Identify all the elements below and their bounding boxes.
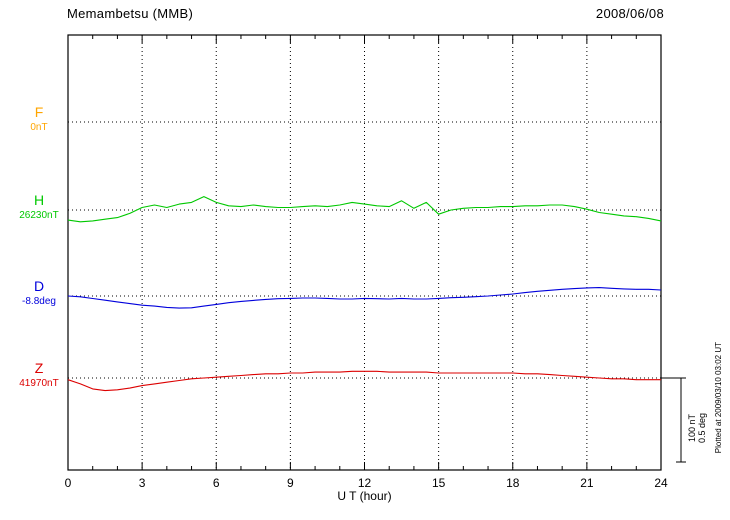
series-label-D: D -8.8deg (10, 278, 68, 308)
x-tick-label-15: 15 (432, 476, 446, 490)
x-axis-label: U T (hour) (337, 489, 392, 503)
series-label-Z: Z 41970nT (10, 360, 68, 390)
plot-frame (67, 34, 662, 471)
scale-bar-label: 100 nT 0.5 deg (687, 396, 707, 460)
scale-bar-deg-label: 0.5 deg (697, 412, 707, 444)
trace-D (67, 287, 662, 309)
x-tick-label-12: 12 (358, 476, 372, 490)
plotted-at-note: Plotted at 2009/03/10 03:02 UT (714, 342, 723, 454)
x-tick-label-21: 21 (580, 476, 594, 490)
series-baseline-F: 0nT (30, 122, 48, 133)
series-letter-Z: Z (34, 360, 44, 376)
trace-H (67, 196, 662, 223)
series-letter-F: F (34, 104, 44, 120)
series-baseline-Z: 41970nT (19, 378, 59, 389)
series-label-H: H 26230nT (10, 192, 68, 222)
x-tick-label-18: 18 (506, 476, 520, 490)
x-tick-label-3: 3 (139, 476, 146, 490)
station-title: Memambetsu (MMB) (67, 6, 194, 21)
plot-date: 2008/06/08 (595, 6, 664, 21)
series-baseline-H: 26230nT (19, 210, 59, 221)
trace-Z (67, 370, 661, 392)
x-tick-label-9: 9 (287, 476, 294, 490)
series-baseline-D: -8.8deg (22, 296, 56, 307)
series-letter-D: D (33, 278, 45, 294)
series-letter-H: H (33, 192, 45, 208)
x-tick-label-0: 0 (65, 476, 72, 490)
x-tick-label-6: 6 (213, 476, 220, 490)
x-tick-label-24: 24 (654, 476, 668, 490)
series-label-F: F 0nT (10, 104, 68, 134)
scale-bar-nt-label: 100 nT (687, 413, 697, 443)
